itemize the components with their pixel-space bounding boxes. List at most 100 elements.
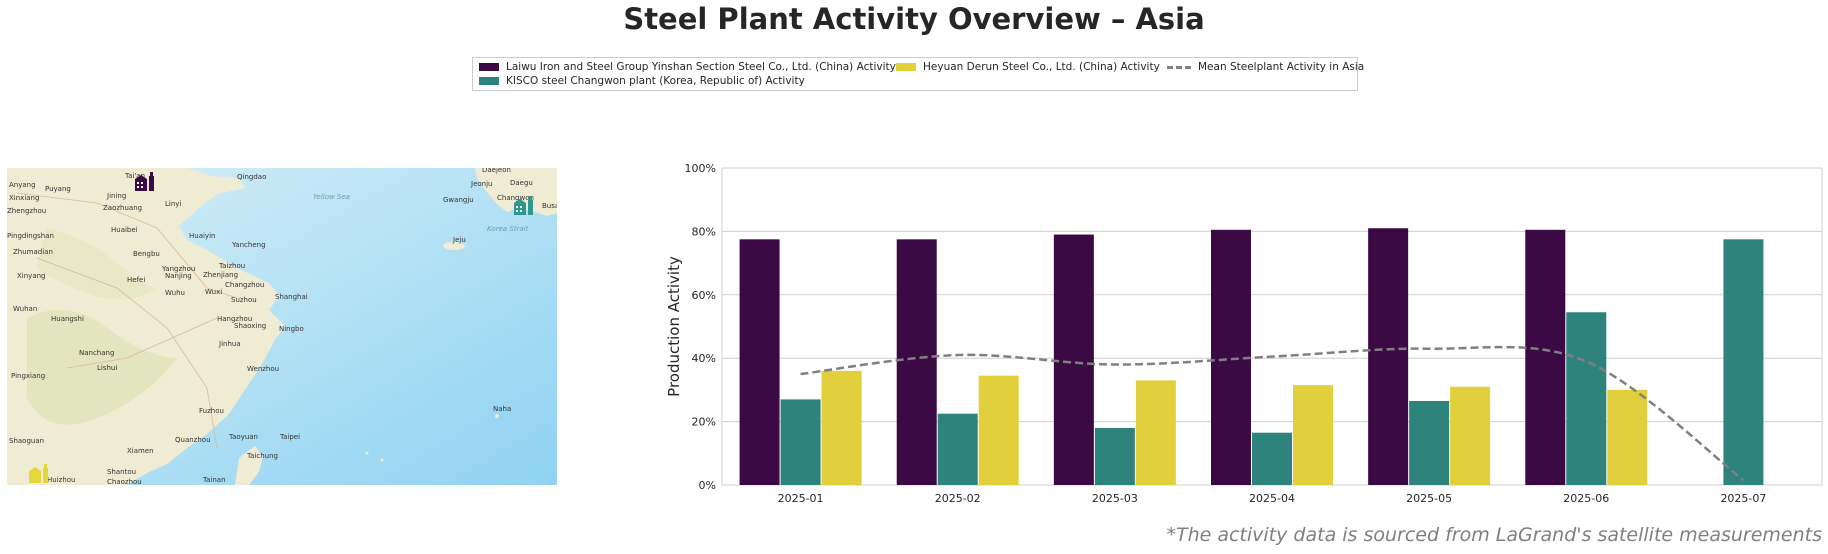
map-place-label: Chaozhou: [107, 478, 142, 485]
map-place-label: Jining: [106, 192, 126, 200]
map-place-label: Pingdingshan: [7, 232, 54, 240]
y-tick-label: 40%: [692, 352, 716, 365]
x-tick-label: 2025-02: [935, 492, 981, 505]
y-tick-label: 60%: [692, 289, 716, 302]
map-place-label: Fuzhou: [199, 407, 224, 415]
map-place-label: Huaibei: [111, 226, 138, 234]
y-axis-label: Production Activity: [665, 256, 683, 397]
bar-kisco: [1566, 312, 1607, 485]
plot-frame: [721, 167, 1823, 486]
bar-kisco: [780, 399, 821, 485]
y-tick-label: 100%: [685, 162, 716, 175]
map-place-label: Shaoxing: [234, 322, 266, 330]
map-place-label: Wuhan: [13, 305, 37, 313]
map-land-korea: [475, 168, 557, 216]
map-place-label: Huangshi: [51, 315, 84, 323]
map-place-label: Wuxi: [205, 288, 222, 296]
map-sea-label: Yellow Sea: [313, 193, 350, 201]
map-place-label: Huizhou: [47, 476, 75, 484]
x-tick-label: 2025-05: [1406, 492, 1452, 505]
y-tick-label: 20%: [692, 416, 716, 429]
bar-laiwu: [1525, 229, 1566, 485]
x-tick-label: 2025-03: [1092, 492, 1138, 505]
map-road: [16, 192, 238, 299]
map-place-label: Changwon: [497, 194, 534, 202]
map-place-label: Wenzhou: [247, 365, 279, 373]
map-island: [365, 451, 369, 455]
bar-heyuan: [1607, 389, 1648, 485]
map-labels: Anyang Puyang Tai'an Qingdao Daejeon Daegu Jeo…: [7, 168, 557, 485]
bar-kisco: [1252, 432, 1292, 485]
legend-swatch-kisco: [479, 77, 499, 85]
map: Anyang Puyang Tai'an Qingdao Daejeon Daegu Jeo…: [7, 168, 557, 485]
map-place-label: Tai'an: [124, 172, 145, 180]
map-place-label: Shantou: [107, 468, 136, 476]
legend-label-kisco: KISCO steel Changwon plant (Korea, Repub…: [506, 75, 805, 87]
map-place-label: Tainan: [202, 476, 226, 484]
map-place-label: Shanghai: [275, 293, 308, 301]
map-place-label: Zhumadian: [13, 248, 53, 256]
bar-kisco: [1094, 427, 1135, 485]
legend: Laiwu Iron and Steel Group Yinshan Secti…: [472, 57, 1364, 91]
map-place-label: Daejeon: [482, 168, 511, 174]
bar-laiwu: [1368, 228, 1409, 486]
map-place-label: Busan: [542, 202, 557, 210]
map-island: [380, 458, 384, 462]
map-place-label: Qingdao: [237, 173, 266, 181]
bar-kisco: [1409, 400, 1450, 485]
map-place-label: Yancheng: [231, 241, 266, 249]
x-tick-label: 2025-01: [778, 492, 824, 505]
map-place-label: Huaiyin: [189, 232, 215, 240]
factory-icon-laiwu: [135, 172, 154, 191]
map-place-label: Taichung: [246, 452, 278, 460]
legend-swatch-heyuan: [896, 63, 916, 71]
map-place-label: Xinyang: [17, 272, 46, 280]
map-relief-2: [37, 228, 157, 300]
map-place-label: Taipei: [279, 433, 300, 441]
map-place-label: Yangzhou: [161, 265, 195, 273]
y-tick-label: 80%: [692, 225, 716, 238]
map-place-label: Jeonju: [470, 180, 492, 188]
chart-title: Steel Plant Activity Overview – Asia: [623, 2, 1205, 36]
bar-kisco: [937, 413, 978, 485]
x-tick-label: 2025-06: [1563, 492, 1609, 505]
legend-label-heyuan: Heyuan Derun Steel Co., Ltd. (China) Act…: [923, 61, 1160, 73]
map-place-label: Quanzhou: [175, 436, 211, 444]
factory-icon-kisco: [514, 196, 533, 215]
map-land-taiwan: [235, 446, 263, 485]
map-place-label: Hefei: [127, 276, 145, 284]
map-place-label: Naha: [493, 405, 511, 413]
map-place-label: Nanchang: [79, 349, 114, 357]
mean-line: [800, 345, 1745, 482]
map-place-label: Xinxiang: [9, 194, 39, 202]
bar-heyuan: [1450, 386, 1491, 485]
legend-item-kisco: KISCO steel Changwon plant (Korea, Repub…: [479, 75, 805, 87]
map-place-label: Nanjing: [165, 272, 192, 280]
bar-laiwu: [896, 239, 937, 485]
map-place-label: Hangzhou: [217, 315, 252, 323]
x-tick-label: 2025-04: [1249, 492, 1295, 505]
map-land-jeju: [443, 242, 465, 250]
map-place-label: Zaozhuang: [103, 204, 142, 212]
factory-icon-heyuan: [29, 464, 48, 483]
map-place-label: Ningbo: [279, 325, 304, 333]
map-place-label: Linyi: [165, 200, 181, 208]
map-island: [495, 414, 499, 418]
map-road: [66, 317, 218, 369]
bar-laiwu: [739, 239, 780, 485]
bar-heyuan: [1135, 380, 1176, 485]
bar-laiwu: [1211, 229, 1251, 485]
map-place-label: Shaoguan: [9, 437, 44, 445]
footnote: *The activity data is sourced from LaGra…: [1166, 524, 1822, 546]
bar-kisco: [1723, 239, 1764, 485]
bar-heyuan: [1293, 385, 1333, 485]
bar-laiwu: [1053, 234, 1094, 485]
map-place-label: Jinhua: [218, 340, 241, 348]
y-tick-label: 0%: [699, 479, 716, 492]
legend-label-laiwu: Laiwu Iron and Steel Group Yinshan Secti…: [506, 61, 896, 73]
map-place-label: Xiamen: [127, 447, 154, 455]
legend-dash-mean: [1167, 65, 1191, 69]
bar-heyuan: [821, 370, 862, 485]
map-place-label: Zhengzhou: [7, 207, 46, 215]
map-place-label: Zhenjiang: [203, 271, 238, 279]
